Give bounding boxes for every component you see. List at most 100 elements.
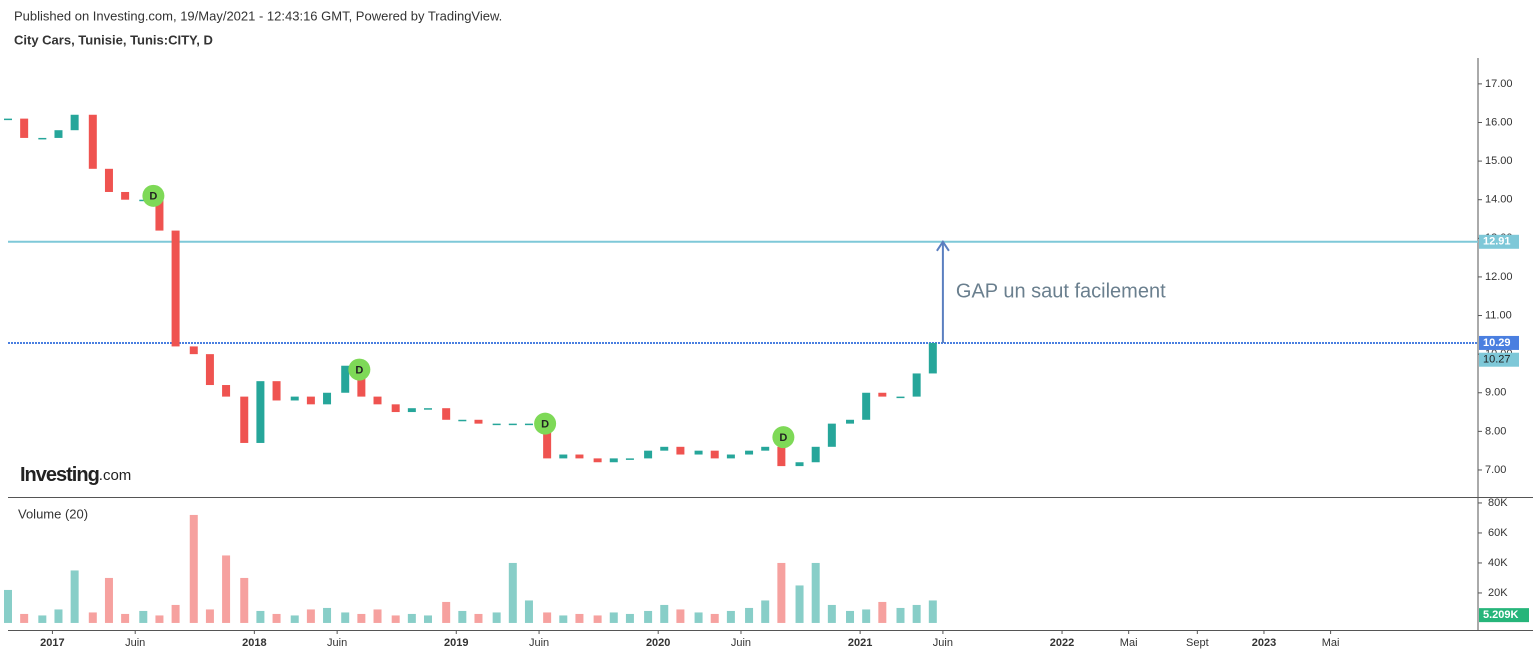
candle — [424, 408, 432, 410]
volume-y-tick-label: 40K — [1488, 557, 1508, 569]
y-tick-label: 8.00 — [1485, 425, 1506, 437]
volume-bar — [862, 609, 871, 623]
x-tick-label: Juin — [731, 637, 751, 649]
volume-bar — [726, 610, 735, 623]
volume-bar — [222, 555, 231, 623]
candle — [710, 450, 719, 459]
candle — [846, 419, 855, 424]
volume-bar — [306, 609, 315, 623]
candle — [189, 346, 198, 355]
volume-bar — [38, 615, 47, 623]
volume-bar — [88, 612, 97, 623]
candle — [575, 454, 584, 459]
price-label-box — [1479, 335, 1519, 350]
volume-bar — [474, 613, 483, 623]
candle — [896, 396, 905, 399]
y-tick-label: 11.00 — [1485, 309, 1512, 321]
published: Published on Investing.com, 19/May/2021 … — [14, 8, 502, 23]
volume-bar — [424, 615, 432, 623]
candle — [155, 199, 164, 231]
candle — [644, 450, 653, 459]
volume-bar — [575, 613, 584, 623]
x-tick-label: 2022 — [1050, 637, 1074, 649]
candle — [492, 423, 501, 426]
price-label: 12.91 — [1483, 236, 1511, 248]
dividend-marker — [348, 358, 371, 381]
volume-bar — [155, 615, 164, 623]
dividend-label: D — [779, 432, 787, 444]
volume-bar — [896, 607, 905, 623]
candle — [777, 446, 786, 467]
volume-bar — [928, 600, 937, 623]
candle — [559, 454, 568, 459]
candle — [761, 446, 770, 451]
x-tick-label: Juin — [327, 637, 347, 649]
dividend-label: D — [541, 419, 549, 431]
x-tick-label: Juin — [529, 637, 549, 649]
candle — [508, 423, 517, 426]
y-tick-label: 12.00 — [1485, 271, 1513, 283]
volume-bar — [846, 610, 855, 623]
volume-y-tick-label: 80K — [1488, 497, 1508, 509]
volume-bar — [70, 570, 79, 623]
volume-bar — [139, 610, 148, 623]
volume-bar — [171, 604, 180, 623]
candle — [240, 396, 249, 443]
x-tick-label: 2017 — [40, 637, 64, 649]
x-tick-label: Mai — [1322, 637, 1340, 649]
candle — [306, 396, 315, 405]
dividend-marker — [142, 184, 165, 207]
candle — [827, 423, 836, 447]
candle — [205, 354, 214, 386]
gap-annotation: GAP un saut facilement — [956, 281, 1166, 303]
volume-y-tick-label: 60K — [1488, 527, 1508, 539]
y-tick-label: 15.00 — [1485, 155, 1513, 167]
x-tick-label: 2019 — [444, 637, 468, 649]
candle — [290, 396, 299, 401]
candle — [54, 130, 63, 138]
candle — [171, 230, 180, 347]
dividend-label: D — [355, 364, 363, 376]
candle — [928, 342, 937, 374]
volume-bar — [205, 609, 214, 623]
volume-bar — [676, 609, 685, 623]
volume-bar — [593, 615, 602, 623]
gap-arrowhead — [936, 239, 950, 252]
volume-bar — [644, 610, 653, 623]
volume-bar — [104, 577, 113, 623]
candle — [373, 396, 382, 405]
candle — [726, 454, 735, 459]
volume-bar — [407, 613, 416, 623]
volume-bar — [543, 612, 552, 623]
candle — [407, 408, 416, 413]
volume-bar — [272, 613, 281, 623]
volume-bar — [458, 610, 467, 623]
x-tick-label: 2020 — [646, 637, 670, 649]
y-tick-label: 16.00 — [1485, 116, 1513, 128]
x-tick-label: Sept — [1186, 637, 1209, 649]
candle — [272, 381, 281, 401]
candle — [676, 446, 685, 455]
price-label: 10.29 — [1483, 337, 1511, 349]
volume-bar — [391, 615, 400, 623]
volume-bar — [827, 604, 836, 623]
volume-bar — [710, 613, 719, 623]
y-tick-label: 17.00 — [1485, 78, 1513, 90]
candle — [121, 191, 130, 200]
candle — [323, 392, 332, 405]
candle — [660, 446, 669, 451]
candle — [256, 381, 265, 443]
logo-brand: Investing — [20, 464, 99, 486]
candle — [912, 373, 921, 397]
symbol: City Cars, Tunisie, Tunis:CITY, D — [14, 32, 213, 47]
dividend-marker — [772, 426, 795, 449]
volume-last-label: 5.209K — [1483, 609, 1519, 621]
dividend-label: D — [149, 191, 157, 203]
candle — [694, 450, 703, 455]
volume-bar — [811, 562, 820, 623]
volume-bar — [357, 613, 366, 623]
volume-bar — [761, 600, 770, 623]
x-tick-label: Mai — [1120, 637, 1138, 649]
volume-bar — [559, 615, 568, 623]
candle — [862, 392, 871, 420]
